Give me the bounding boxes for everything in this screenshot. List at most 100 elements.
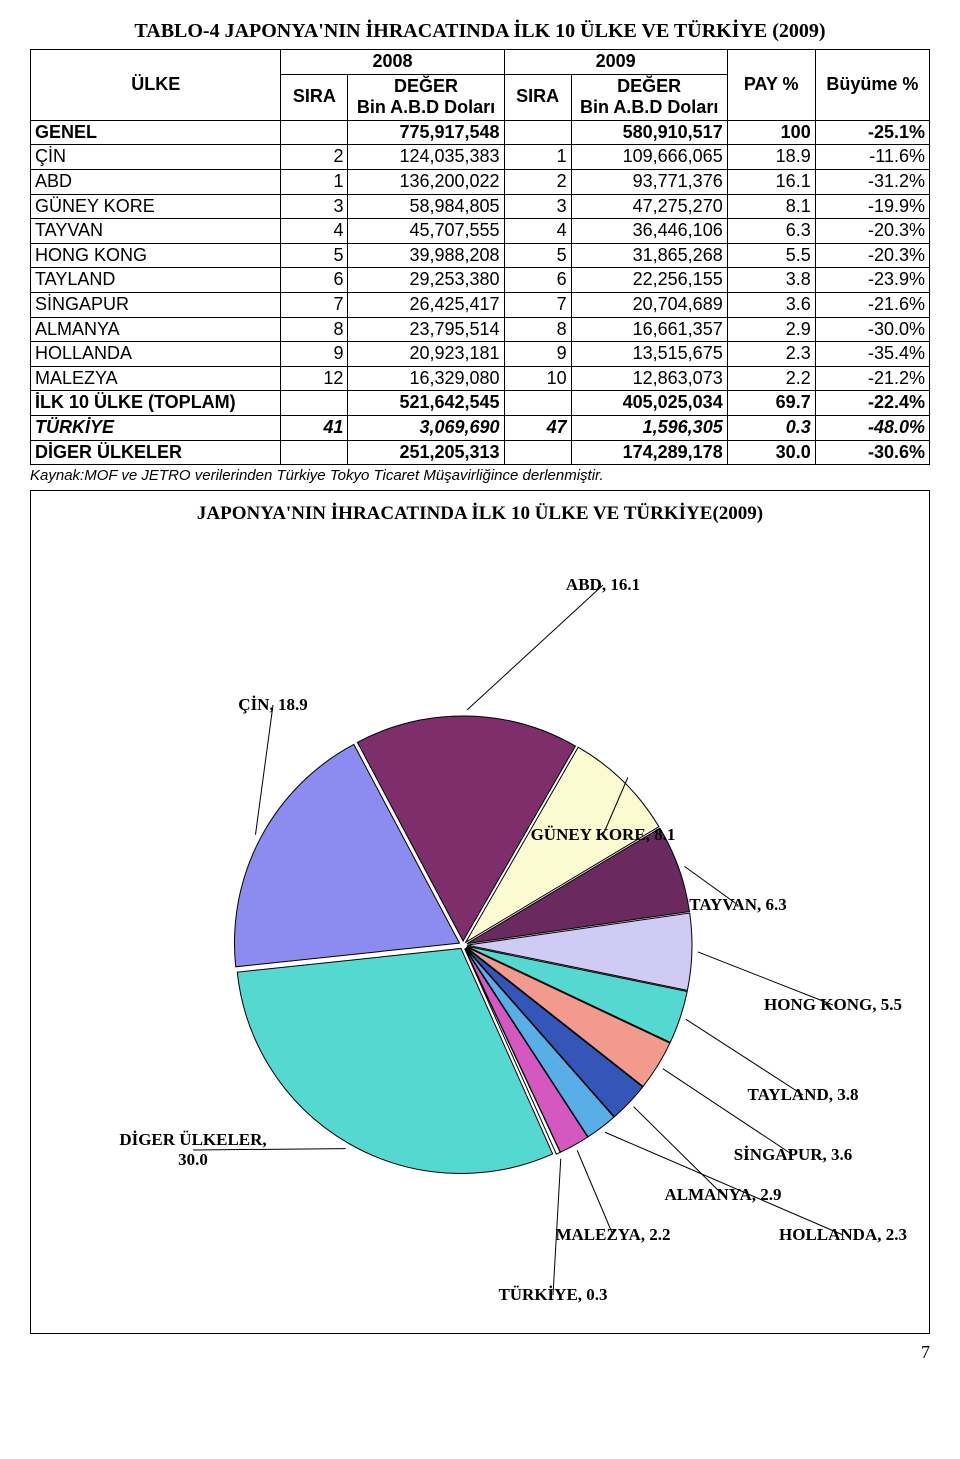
pie-slice-label: TÜRKİYE, 0.3 <box>498 1285 607 1305</box>
table-cell: 0.3 <box>727 415 815 440</box>
chart-container: JAPONYA'NIN İHRACATINDA İLK 10 ÜLKE VE T… <box>30 490 930 1334</box>
table-cell: ÇİN <box>31 145 281 170</box>
leader-line <box>255 705 273 835</box>
table-cell: 136,200,022 <box>348 169 504 194</box>
table-cell: 580,910,517 <box>571 120 727 145</box>
table-cell: -25.1% <box>815 120 929 145</box>
th-deger-2-u: Bin A.B.D Doları <box>580 97 718 117</box>
table-cell: -20.3% <box>815 243 929 268</box>
table-cell: 174,289,178 <box>571 440 727 465</box>
table-cell: 8.1 <box>727 194 815 219</box>
table-cell: -23.9% <box>815 268 929 293</box>
table-cell: -48.0% <box>815 415 929 440</box>
table-cell: TÜRKİYE <box>31 415 281 440</box>
table-cell: 4 <box>504 219 571 244</box>
table-cell: 47 <box>504 415 571 440</box>
table-cell: 22,256,155 <box>571 268 727 293</box>
table-row: DİGER ÜLKELER251,205,313174,289,17830.0-… <box>31 440 930 465</box>
pie-slice-label: HONG KONG, 5.5 <box>764 995 902 1015</box>
table-row: TÜRKİYE413,069,690471,596,3050.3-48.0% <box>31 415 930 440</box>
table-cell: ABD <box>31 169 281 194</box>
pie-slice-label: DİGER ÜLKELER,30.0 <box>119 1130 266 1170</box>
leader-line <box>467 585 603 710</box>
pie-slice-label: ALMANYA, 2.9 <box>665 1185 782 1205</box>
table-cell: -30.0% <box>815 317 929 342</box>
table-cell: 7 <box>504 292 571 317</box>
table-cell: 20,704,689 <box>571 292 727 317</box>
table-cell: 20,923,181 <box>348 342 504 367</box>
pie-chart: ABD, 16.1GÜNEY KORE, 8.1TAYVAN, 6.3HONG … <box>43 535 917 1315</box>
pie-slice-label: HOLLANDA, 2.3 <box>779 1225 907 1245</box>
table-cell: -30.6% <box>815 440 929 465</box>
table-cell: 12,863,073 <box>571 366 727 391</box>
th-buyume: Büyüme % <box>815 50 929 121</box>
table-row: GENEL 775,917,548 580,910,517100-25.1% <box>31 120 930 145</box>
table-cell: TAYVAN <box>31 219 281 244</box>
th-year-2008: 2008 <box>281 50 504 75</box>
table-cell: 100 <box>727 120 815 145</box>
table-cell: GENEL <box>31 120 281 145</box>
pie-slice-label: ABD, 16.1 <box>566 575 640 595</box>
table-row: GÜNEY KORE358,984,805347,275,2708.1-19.9… <box>31 194 930 219</box>
table-cell <box>504 120 571 145</box>
table-cell: 58,984,805 <box>348 194 504 219</box>
table-cell: 2.2 <box>727 366 815 391</box>
table-cell: DİGER ÜLKELER <box>31 440 281 465</box>
pie-slice-label: TAYVAN, 6.3 <box>689 895 786 915</box>
table-row: TAYVAN445,707,555436,446,1066.3-20.3% <box>31 219 930 244</box>
pie-svg <box>43 535 917 1315</box>
table-cell: 18.9 <box>727 145 815 170</box>
table-cell: 3 <box>281 194 348 219</box>
table-cell: 521,642,545 <box>348 391 504 416</box>
th-pay: PAY % <box>727 50 815 121</box>
table-cell: 124,035,383 <box>348 145 504 170</box>
pie-slice-label: SİNGAPUR, 3.6 <box>734 1145 853 1165</box>
table-cell: 93,771,376 <box>571 169 727 194</box>
table-cell: 41 <box>281 415 348 440</box>
table-cell: 2 <box>281 145 348 170</box>
pie-slice-label: TAYLAND, 3.8 <box>748 1085 859 1105</box>
table-cell: 5.5 <box>727 243 815 268</box>
table-cell <box>504 440 571 465</box>
table-title: TABLO-4 JAPONYA'NIN İHRACATINDA İLK 10 Ü… <box>30 20 930 43</box>
table-cell: 1 <box>281 169 348 194</box>
table-cell: 109,666,065 <box>571 145 727 170</box>
table-cell: 4 <box>281 219 348 244</box>
table-cell: 5 <box>504 243 571 268</box>
table-cell: MALEZYA <box>31 366 281 391</box>
table-cell: 5 <box>281 243 348 268</box>
table-cell: 2.9 <box>727 317 815 342</box>
table-cell: 405,025,034 <box>571 391 727 416</box>
th-sira-2: SIRA <box>504 74 571 120</box>
table-cell: -11.6% <box>815 145 929 170</box>
table-cell: 26,425,417 <box>348 292 504 317</box>
table-cell: -31.2% <box>815 169 929 194</box>
table-cell: 10 <box>504 366 571 391</box>
table-cell: 36,446,106 <box>571 219 727 244</box>
table-cell: HONG KONG <box>31 243 281 268</box>
table-cell: 16.1 <box>727 169 815 194</box>
table-cell: 8 <box>281 317 348 342</box>
table-cell: 29,253,380 <box>348 268 504 293</box>
table-cell <box>281 120 348 145</box>
leader-line <box>577 1150 613 1235</box>
table-cell: 775,917,548 <box>348 120 504 145</box>
th-deger-1: DEĞER Bin A.B.D Doları <box>348 74 504 120</box>
leader-line <box>663 1069 793 1155</box>
table-row: SİNGAPUR726,425,417720,704,6893.6-21.6% <box>31 292 930 317</box>
table-cell: 31,865,268 <box>571 243 727 268</box>
th-year-2009: 2009 <box>504 50 727 75</box>
table-cell: İLK 10 ÜLKE (TOPLAM) <box>31 391 281 416</box>
table-cell: 16,329,080 <box>348 366 504 391</box>
table-cell: -22.4% <box>815 391 929 416</box>
table-cell: 2.3 <box>727 342 815 367</box>
table-row: ALMANYA823,795,514816,661,3572.9-30.0% <box>31 317 930 342</box>
table-cell: 8 <box>504 317 571 342</box>
table-cell <box>504 391 571 416</box>
table-cell: HOLLANDA <box>31 342 281 367</box>
table-cell: 6 <box>504 268 571 293</box>
table-cell: 9 <box>504 342 571 367</box>
table-cell: -20.3% <box>815 219 929 244</box>
chart-title: JAPONYA'NIN İHRACATINDA İLK 10 ÜLKE VE T… <box>43 503 917 525</box>
table-cell: 16,661,357 <box>571 317 727 342</box>
